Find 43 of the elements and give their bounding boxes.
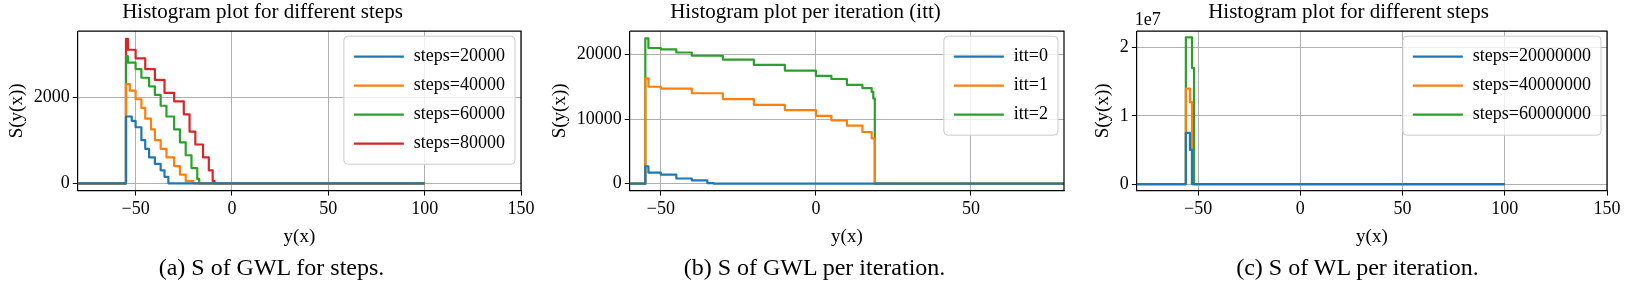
y-tick-label: 2000 (33, 85, 70, 106)
x-axis-title: y(x) (283, 224, 316, 247)
y-tick-label: 0 (612, 172, 622, 193)
x-tick-label: 0 (811, 198, 821, 219)
legend-label: steps=60000000 (1472, 103, 1591, 124)
x-tick-label: 150 (1593, 198, 1621, 219)
chart-title: Histogram plot for different steps (122, 0, 403, 24)
y-tick-label: 2 (1119, 36, 1129, 57)
x-tick-label: 50 (1393, 198, 1412, 219)
x-tick-label: 100 (411, 198, 439, 219)
legend-label: steps=40000 (413, 74, 505, 95)
x-tick-label: 100 (1491, 198, 1519, 219)
legend-label: steps=40000000 (1472, 74, 1591, 95)
x-axis-title: y(x) (831, 224, 863, 247)
x-tick-label: −50 (1184, 198, 1213, 219)
x-tick-label: −50 (646, 198, 675, 219)
y-tick-label: 10000 (576, 107, 622, 128)
y-tick-label: 20000 (576, 43, 622, 64)
text: 1e7 (1134, 8, 1161, 29)
text: (b) S of GWL per iteration. (682, 254, 947, 281)
y-tick-label: 0 (1119, 172, 1129, 193)
x-tick-label: 50 (961, 198, 980, 219)
chart-title: Histogram plot for different steps (1208, 0, 1489, 24)
x-tick-label: 0 (1295, 198, 1305, 219)
x-tick-label: −50 (121, 198, 150, 219)
x-tick-label: 0 (227, 198, 237, 219)
y-axis-title: S(y(x)) (1091, 83, 1114, 139)
x-tick-label: 150 (507, 198, 535, 219)
x-axis-title: y(x) (1356, 224, 1388, 247)
legend-label: itt=2 (1013, 103, 1048, 124)
text: (c) S of WL per iteration. (1235, 254, 1480, 281)
text: (a) S of GWL for steps. (157, 254, 386, 281)
x-tick-label: 50 (319, 198, 338, 219)
legend-label: itt=1 (1013, 74, 1048, 95)
y-tick-label: 1 (1119, 104, 1129, 125)
legend-label: steps=20000000 (1472, 45, 1591, 66)
legend-label: steps=80000 (413, 132, 505, 153)
y-axis-title: S(y(x)) (5, 83, 28, 139)
legend-label: steps=20000 (413, 45, 505, 66)
y-axis-title: S(y(x)) (548, 83, 571, 139)
legend-label: itt=0 (1013, 45, 1048, 66)
legend-label: steps=60000 (413, 103, 505, 124)
chart-title: Histogram plot per iteration (itt) (670, 0, 941, 24)
